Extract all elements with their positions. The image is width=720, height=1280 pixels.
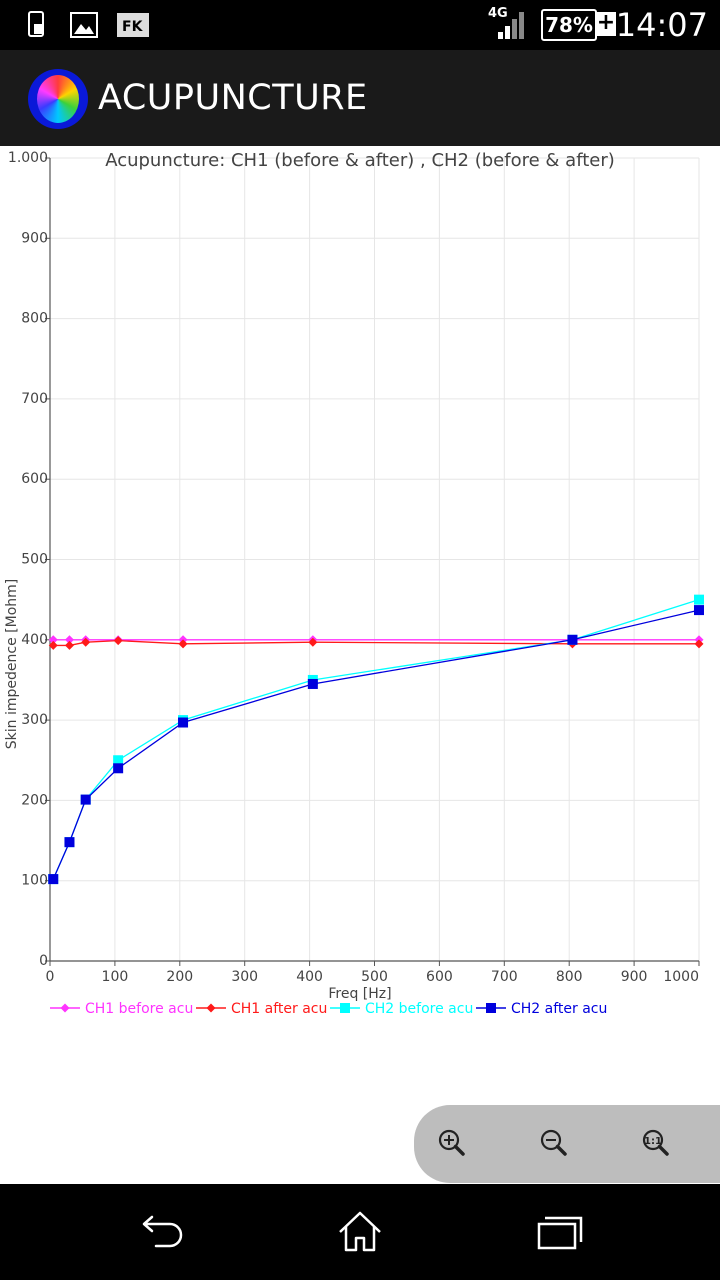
x-tick-label: 500 bbox=[361, 969, 388, 985]
data-point bbox=[48, 874, 59, 885]
y-tick-label: 300 bbox=[21, 712, 48, 728]
zoom-out-icon[interactable] bbox=[530, 1119, 580, 1169]
chart-series bbox=[48, 594, 704, 885]
data-point bbox=[567, 634, 578, 645]
legend-label: CH1 after acu bbox=[231, 1001, 327, 1017]
navigation-bar bbox=[0, 1184, 720, 1280]
status-bar: FK 4G 78% + 14:07 bbox=[0, 0, 720, 50]
x-tick-label: 600 bbox=[426, 969, 453, 985]
app-title: ACUPUNCTURE bbox=[98, 78, 368, 118]
data-point bbox=[206, 1003, 216, 1013]
battery-icon: 78% bbox=[541, 9, 597, 41]
svg-text:1:1: 1:1 bbox=[644, 1136, 662, 1147]
y-axis-label: Skin impedence [Mohm] bbox=[4, 579, 20, 749]
y-tick-label: 500 bbox=[21, 552, 48, 568]
battery-level: 78% bbox=[545, 13, 593, 37]
y-tick-label: 600 bbox=[21, 471, 48, 487]
x-axis-label: Freq [Hz] bbox=[328, 986, 391, 1002]
x-tick-label: 300 bbox=[231, 969, 258, 985]
data-point bbox=[80, 794, 91, 805]
x-tick-label: 400 bbox=[296, 969, 323, 985]
clock: 14:07 bbox=[615, 6, 708, 44]
color-wheel-icon[interactable] bbox=[28, 69, 88, 129]
back-icon[interactable] bbox=[130, 1202, 190, 1262]
y-tick-label: 700 bbox=[21, 391, 48, 407]
legend-entry: CH1 before acu bbox=[50, 1001, 193, 1017]
data-point bbox=[694, 594, 704, 605]
svg-text:FK: FK bbox=[122, 19, 144, 35]
y-tick-label: 400 bbox=[21, 632, 48, 648]
y-tick-label: 1.000 bbox=[8, 150, 48, 166]
data-point bbox=[60, 1003, 70, 1013]
series-ch1-after-acu bbox=[48, 636, 704, 650]
data-point bbox=[308, 637, 318, 647]
series-line bbox=[52, 609, 700, 880]
data-point bbox=[178, 639, 188, 649]
y-tick-label: 100 bbox=[21, 873, 48, 889]
series-ch2-after-acu bbox=[48, 605, 704, 885]
x-tick-label: 200 bbox=[166, 969, 193, 985]
legend-label: CH2 after acu bbox=[511, 1001, 607, 1017]
x-tick-label: 0 bbox=[46, 969, 55, 985]
data-point bbox=[64, 635, 74, 645]
charging-indicator: + bbox=[596, 10, 616, 36]
zoom-controls: 1:1 bbox=[414, 1105, 720, 1183]
data-point bbox=[64, 837, 75, 848]
data-point bbox=[48, 635, 58, 645]
x-tick-label: 1000 bbox=[663, 969, 699, 985]
y-tick-label: 0 bbox=[39, 953, 48, 969]
recents-icon[interactable] bbox=[530, 1202, 590, 1262]
x-tick-label: 800 bbox=[556, 969, 583, 985]
y-tick-label: 800 bbox=[21, 311, 48, 327]
image-icon bbox=[70, 12, 98, 38]
legend-entry: CH2 before acu bbox=[330, 1001, 473, 1017]
y-tick-label: 200 bbox=[21, 792, 48, 808]
data-point bbox=[113, 755, 124, 766]
data-point bbox=[113, 636, 123, 646]
action-bar: ACUPUNCTURE bbox=[0, 50, 720, 146]
x-tick-label: 900 bbox=[621, 969, 648, 985]
home-icon[interactable] bbox=[330, 1202, 390, 1262]
data-point bbox=[340, 1003, 350, 1013]
data-point bbox=[81, 637, 91, 647]
series-line bbox=[53, 639, 699, 647]
chart-grid bbox=[49, 157, 700, 962]
legend-entry: CH2 after acu bbox=[476, 1001, 607, 1017]
chart-axes bbox=[45, 157, 700, 966]
data-point bbox=[694, 605, 704, 616]
zoom-in-icon[interactable] bbox=[428, 1119, 478, 1169]
x-tick-label: 700 bbox=[491, 969, 518, 985]
data-point bbox=[486, 1003, 496, 1013]
sim-card-icon bbox=[28, 11, 44, 37]
signal-icon bbox=[498, 12, 524, 39]
network-type: 4G bbox=[488, 6, 508, 21]
data-point bbox=[113, 763, 124, 774]
series-ch2-before-acu bbox=[48, 594, 704, 885]
zoom-reset-icon[interactable]: 1:1 bbox=[632, 1119, 682, 1169]
line-chart[interactable]: 0 100 200 300 400 500 600 700 800 900 1.000 0 100 200… bbox=[0, 146, 720, 1106]
legend-entry: CH1 after acu bbox=[196, 1001, 327, 1017]
y-tick-label: 900 bbox=[21, 230, 48, 246]
data-point bbox=[694, 639, 704, 649]
fk-app-icon: FK bbox=[117, 13, 149, 37]
x-tick-label: 100 bbox=[102, 969, 129, 985]
data-point bbox=[178, 717, 189, 728]
chart-title: Acupuncture: CH1 (before & after) , CH2 … bbox=[105, 150, 615, 171]
legend-label: CH1 before acu bbox=[85, 1001, 193, 1017]
legend-label: CH2 before acu bbox=[365, 1001, 473, 1017]
chart-legend: CH1 before acu CH1 after acu CH2 before ac… bbox=[50, 1001, 607, 1017]
data-point bbox=[48, 640, 58, 650]
data-point bbox=[64, 640, 74, 650]
data-point bbox=[307, 678, 318, 689]
chart-tick-labels: 0 100 200 300 400 500 600 700 800 900 1.000 0 100 200… bbox=[8, 150, 699, 985]
